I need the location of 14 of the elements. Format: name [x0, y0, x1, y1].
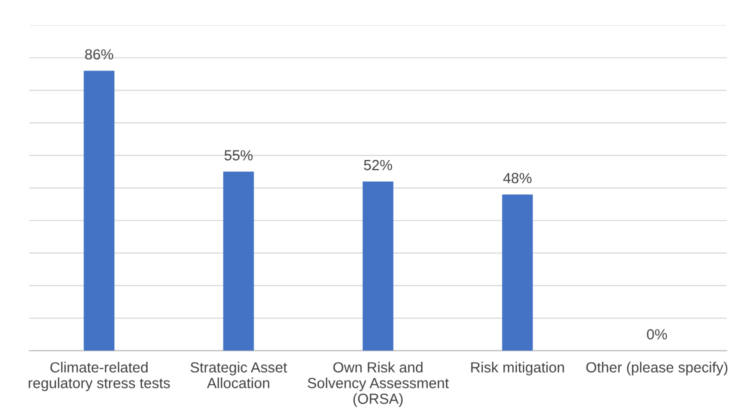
bar — [84, 70, 114, 351]
data-label: 52% — [364, 160, 392, 170]
data-label: 0% — [646, 329, 667, 340]
data-label: 55% — [224, 150, 253, 160]
bar — [362, 181, 394, 351]
data-label: 86% — [85, 49, 114, 60]
data-label: 48% — [503, 172, 532, 184]
x-tick-label: Climate-related regulatory stress tests — [28, 362, 170, 392]
x-tick-label: Risk mitigation — [471, 362, 564, 376]
x-tick-label: Other (please specify) — [586, 362, 728, 376]
x-tick-label: Strategic Asset Allocation — [190, 362, 288, 388]
bar — [502, 194, 533, 351]
x-tick-label: Own Risk and Solvency Assessment (ORSA) — [308, 362, 449, 407]
bar — [223, 172, 254, 351]
